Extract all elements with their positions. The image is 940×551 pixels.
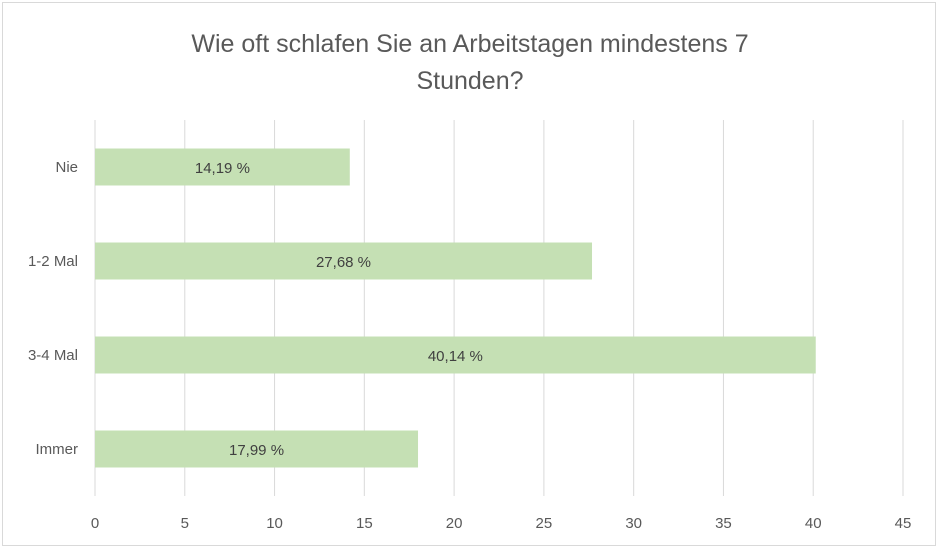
x-tick-label: 15 — [356, 515, 373, 532]
chart-title: Wie oft schlafen Sie an Arbeitstagen min… — [191, 30, 749, 95]
bar — [95, 242, 593, 280]
category-label: 3-4 Mal — [28, 347, 78, 364]
bar — [95, 430, 419, 468]
x-tick-label: 30 — [625, 515, 642, 532]
category-label: 1-2 Mal — [28, 253, 78, 270]
x-tick-label: 10 — [266, 515, 283, 532]
data-label: 14,19 % — [195, 160, 250, 177]
data-label: 27,68 % — [316, 254, 371, 271]
x-tick-label: 5 — [181, 515, 189, 532]
x-tick-label: 35 — [715, 515, 732, 532]
x-tick-label: 0 — [91, 515, 99, 532]
x-tick-label: 40 — [805, 515, 822, 532]
x-tick-label: 45 — [895, 515, 912, 532]
bar — [95, 336, 816, 374]
category-label: Immer — [36, 441, 79, 458]
category-label: Nie — [55, 159, 78, 176]
x-tick-label: 20 — [446, 515, 463, 532]
bar — [95, 148, 350, 186]
data-label: 17,99 % — [229, 442, 284, 459]
x-tick-label: 25 — [536, 515, 553, 532]
data-label: 40,14 % — [428, 348, 483, 365]
